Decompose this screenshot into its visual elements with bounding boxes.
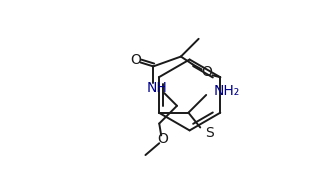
Text: O: O	[158, 132, 169, 146]
Text: O: O	[130, 53, 141, 68]
Text: O: O	[201, 65, 212, 79]
Text: NH: NH	[147, 81, 168, 95]
Text: S: S	[205, 126, 214, 140]
Text: NH₂: NH₂	[214, 84, 240, 98]
